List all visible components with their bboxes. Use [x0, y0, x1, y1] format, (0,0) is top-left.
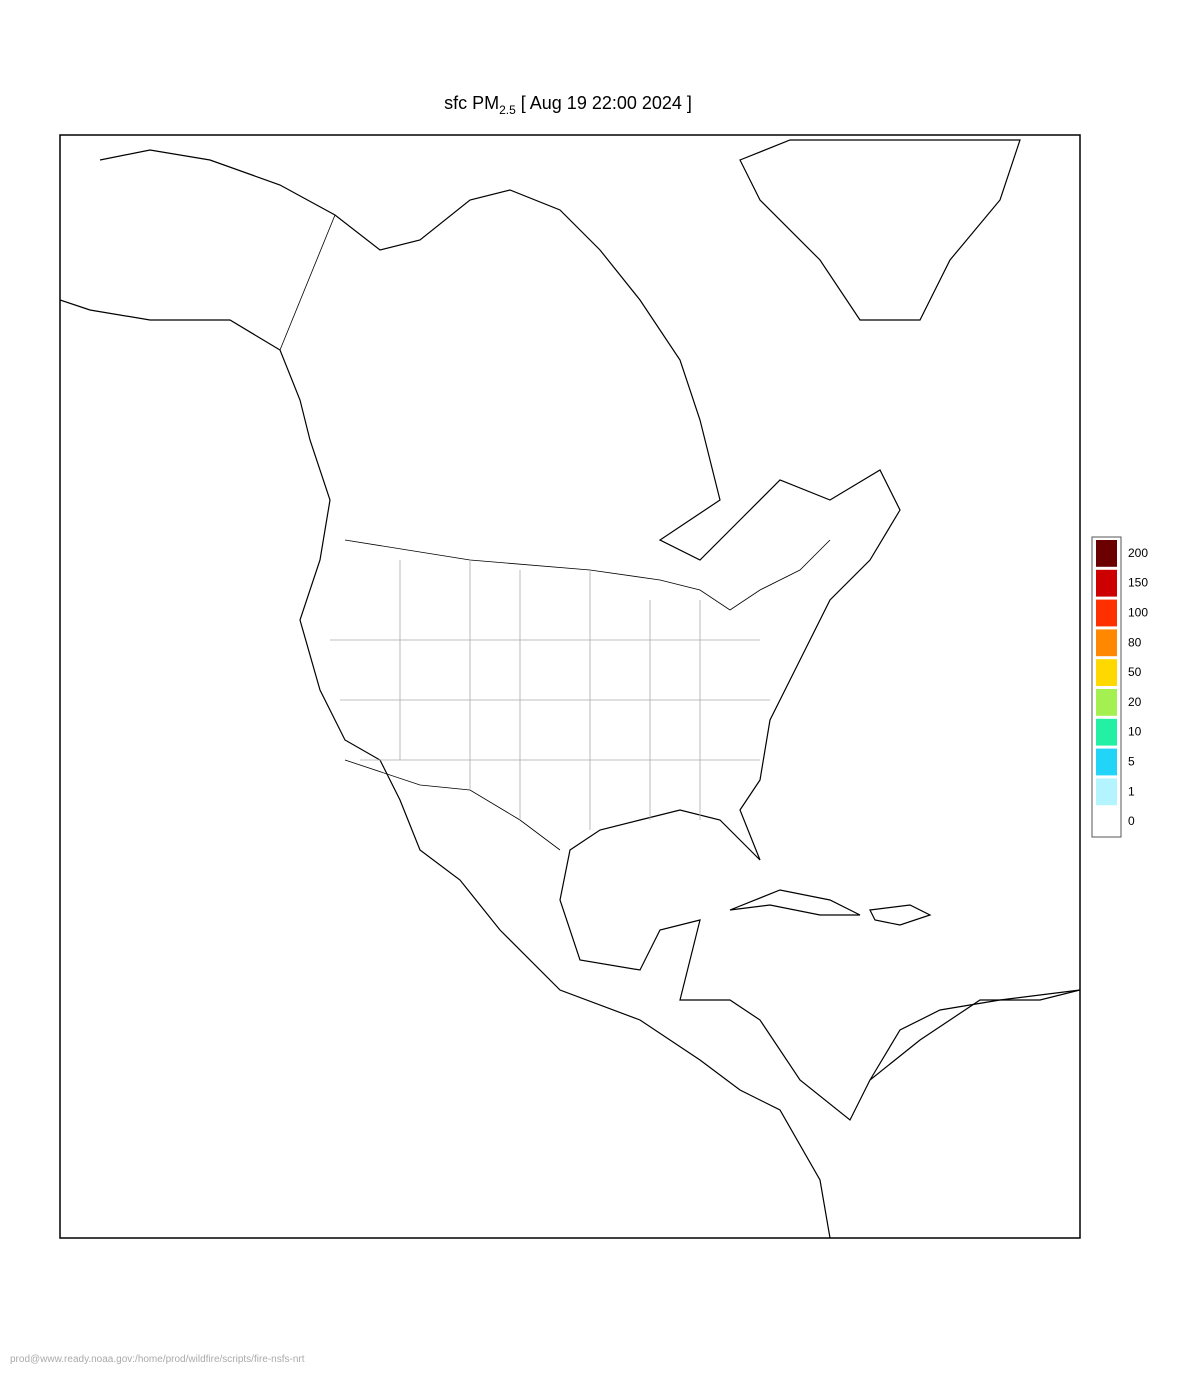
colorbar-label: 150 — [1128, 576, 1148, 590]
map-frame — [59, 134, 1081, 1239]
colorbar-box — [1096, 569, 1117, 597]
border-us-canada — [344, 539, 831, 611]
map — [59, 134, 1081, 1239]
colorbar-label: 100 — [1128, 606, 1148, 620]
colorbar-label: 20 — [1128, 695, 1142, 709]
south-america-coast — [869, 989, 1080, 1081]
title: sfc PM2.5 [ Aug 19 22:00 2024 ] — [444, 93, 692, 117]
greenland — [739, 139, 1021, 321]
colorbar-box — [1096, 629, 1117, 657]
colorbar-label: 5 — [1128, 755, 1135, 769]
colorbar-box — [1096, 540, 1117, 567]
colorbar-box — [1096, 808, 1117, 835]
footer: prod@www.ready.noaa.gov:/home/prod/wildf… — [10, 1354, 305, 1365]
colorbar-box — [1096, 718, 1117, 746]
colorbar-label: 50 — [1128, 665, 1142, 679]
title-rest: [ Aug 19 22:00 2024 ] — [521, 93, 692, 113]
colorbar-box — [1096, 778, 1117, 806]
coastline — [60, 149, 1080, 1238]
colorbar-label: 1 — [1128, 784, 1135, 798]
title-subscript: 2.5 — [499, 103, 516, 117]
colorbar-label: 80 — [1128, 635, 1142, 649]
border-alaska — [279, 214, 336, 351]
cuba — [729, 889, 861, 916]
colorbar-box — [1096, 748, 1117, 776]
hispaniola — [869, 904, 932, 926]
colorbar-label: 0 — [1128, 814, 1135, 828]
border-us-mexico — [344, 759, 561, 851]
colorbar-box — [1096, 599, 1117, 627]
colorbar-label: 200 — [1128, 546, 1148, 560]
colorbar-label: 10 — [1128, 725, 1142, 739]
colorbar-box — [1096, 659, 1117, 686]
colorbar-box — [1096, 689, 1117, 716]
title-main: sfc PM — [444, 93, 499, 113]
state-lines — [330, 560, 770, 830]
colorbar: 0 1 5 10 20 50 80 100 150 200 — [1091, 536, 1148, 838]
